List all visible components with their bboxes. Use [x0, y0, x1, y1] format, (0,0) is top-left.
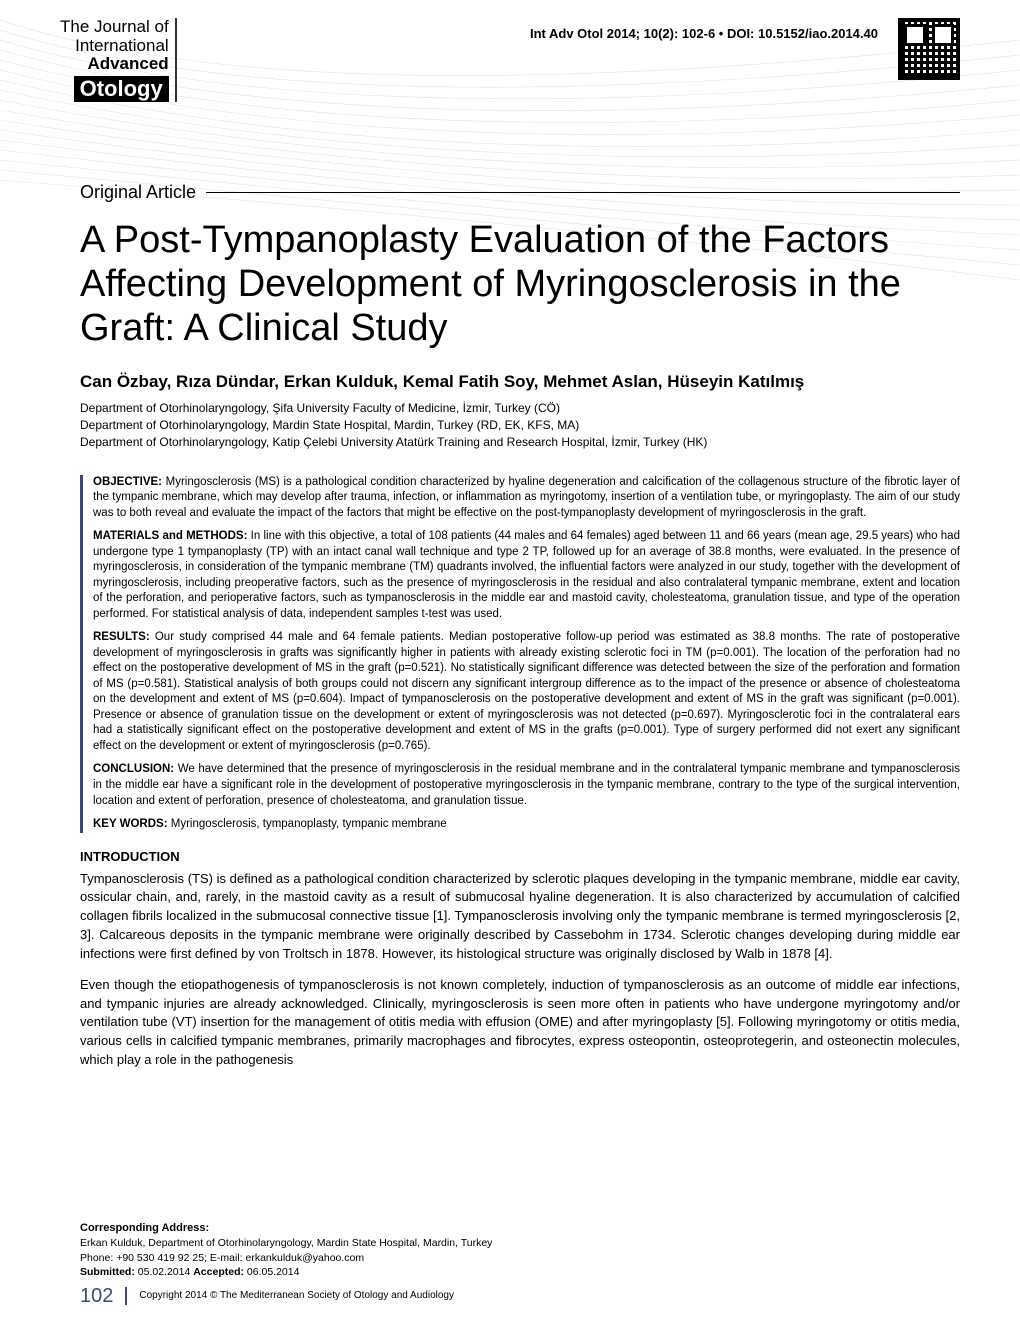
copyright-text: Copyright 2014 © The Mediterranean Socie… [139, 1289, 454, 1303]
corresponding-phone: Phone: +90 530 419 92 25; E-mail: erkank… [80, 1251, 960, 1266]
article-type-row: Original Article [80, 182, 960, 203]
logo-line: Advanced [60, 55, 169, 74]
abstract-keywords: KEY WORDS: Myringosclerosis, tympanoplas… [93, 817, 960, 833]
article-type-label: Original Article [80, 182, 196, 203]
page-divider [125, 1287, 127, 1305]
affiliation: Department of Otorhinolaryngology, Şifa … [80, 400, 960, 417]
affiliations-block: Department of Otorhinolaryngology, Şifa … [80, 400, 960, 450]
page-number: 102 [80, 1282, 113, 1310]
abstract-conclusion: CONCLUSION: We have determined that the … [93, 762, 960, 809]
corresponding-label: Corresponding Address: [80, 1221, 960, 1236]
abstract-block: OBJECTIVE: Myringosclerosis (MS) is a pa… [80, 475, 960, 833]
page-footer: Corresponding Address: Erkan Kulduk, Dep… [80, 1221, 960, 1310]
article-title: A Post-Tympanoplasty Evaluation of the F… [80, 219, 960, 350]
qr-code [898, 18, 960, 80]
author-list: Can Özbay, Rıza Dündar, Erkan Kulduk, Ke… [80, 372, 960, 392]
journal-logo: The Journal of International Advanced Ot… [60, 18, 177, 102]
abstract-results: RESULTS: Our study comprised 44 male and… [93, 630, 960, 754]
introduction-heading: INTRODUCTION [80, 849, 960, 864]
body-paragraph: Tympanosclerosis (TS) is defined as a pa… [80, 870, 960, 964]
affiliation: Department of Otorhinolaryngology, Mardi… [80, 417, 960, 434]
abstract-methods: MATERIALS and METHODS: In line with this… [93, 529, 960, 622]
submission-dates: Submitted: 05.02.2014 Accepted: 06.05.20… [80, 1265, 960, 1280]
corresponding-text: Erkan Kulduk, Department of Otorhinolary… [80, 1236, 960, 1251]
horizontal-rule [206, 192, 960, 193]
body-paragraph: Even though the etiopathogenesis of tymp… [80, 976, 960, 1070]
logo-line: The Journal of [60, 18, 169, 37]
abstract-objective: OBJECTIVE: Myringosclerosis (MS) is a pa… [93, 475, 960, 522]
affiliation: Department of Otorhinolaryngology, Katip… [80, 434, 960, 451]
logo-line: International [60, 37, 169, 56]
logo-otology: Otology [74, 76, 169, 102]
citation-line: Int Adv Otol 2014; 10(2): 102-6 • DOI: 1… [530, 26, 878, 41]
